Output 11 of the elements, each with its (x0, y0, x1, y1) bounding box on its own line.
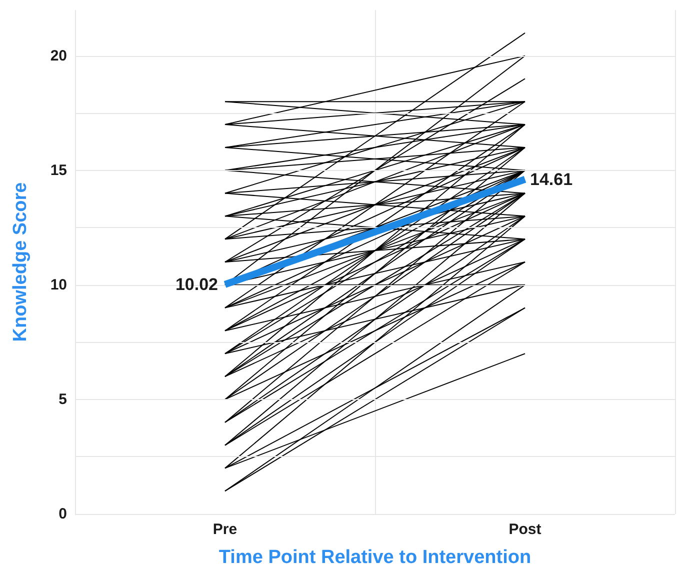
y-tick-label: 20 (50, 47, 67, 64)
y-tick-label: 5 (58, 390, 67, 408)
y-tick-label: 10 (50, 276, 67, 294)
data-label: 14.61 (530, 170, 573, 189)
y-tick-label: 0 (58, 506, 67, 522)
x-tick-label: Post (508, 521, 542, 538)
y-axis-title: Knowledge Score (10, 182, 31, 342)
x-axis-title: Time Point Relative to Intervention (218, 547, 532, 568)
y-tick-label: 15 (50, 162, 67, 179)
x-tick-label: Pre (212, 521, 238, 538)
data-label: 10.02 (175, 274, 218, 294)
